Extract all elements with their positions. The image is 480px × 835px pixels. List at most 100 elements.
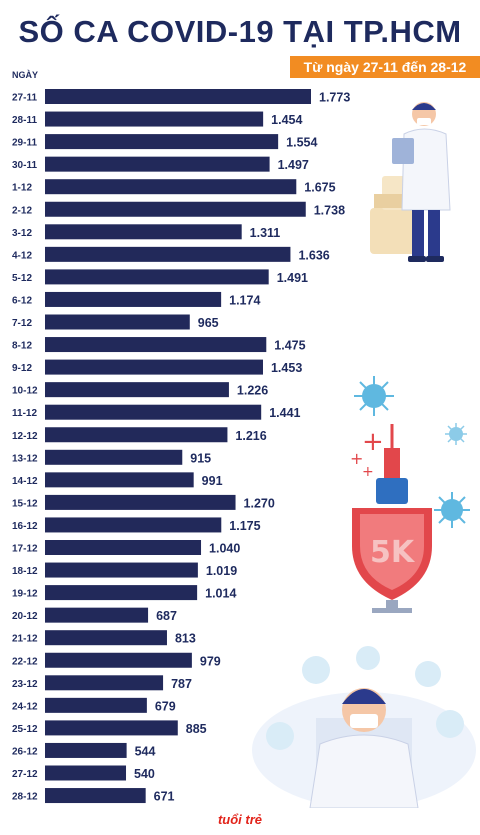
bar (45, 449, 183, 465)
page-title: SỐ CA COVID-19 TẠI TP.HCM (18, 14, 462, 49)
category-label: 24-12 (12, 701, 38, 712)
bar (45, 562, 198, 578)
svg-text:+: + (362, 464, 374, 480)
date-range-badge: Từ ngày 27-11 đến 28-12 (290, 56, 480, 78)
category-label: 5-12 (12, 273, 32, 284)
category-label: 10-12 (12, 386, 38, 397)
category-label: 27-12 (12, 769, 38, 780)
category-label: 22-12 (12, 656, 38, 667)
value-label: 540 (134, 767, 155, 781)
value-label: 1.453 (271, 361, 302, 375)
value-label: 679 (155, 699, 176, 713)
value-label: 1.773 (319, 91, 350, 105)
value-label: 1.175 (229, 519, 260, 533)
bar (45, 742, 127, 758)
category-label: 2-12 (12, 205, 32, 216)
category-label: 13-12 (12, 453, 38, 464)
bar (45, 359, 263, 375)
value-label: 1.738 (314, 203, 345, 217)
value-label: 544 (135, 744, 156, 758)
bar (45, 517, 222, 533)
category-label: 23-12 (12, 679, 38, 690)
value-label: 885 (186, 722, 207, 736)
category-label: 26-12 (12, 746, 38, 757)
category-label: 20-12 (12, 611, 38, 622)
bar (45, 404, 262, 420)
bar (45, 427, 228, 443)
value-label: 1.497 (278, 158, 309, 172)
svg-text:+: + (350, 449, 363, 468)
bar (45, 156, 270, 172)
y-axis-label: NGÀY (12, 70, 39, 80)
bar (45, 224, 242, 240)
value-label: 813 (175, 632, 196, 646)
bar (45, 720, 178, 736)
category-label: 4-12 (12, 250, 32, 261)
bar (45, 494, 236, 510)
value-label: 1.675 (304, 181, 335, 195)
bar (45, 269, 269, 285)
category-label: 14-12 (12, 476, 38, 487)
doctor-masked-illustration (252, 646, 476, 808)
bar (45, 652, 192, 668)
category-label: 12-12 (12, 431, 38, 442)
value-label: 1.554 (286, 136, 317, 150)
value-label: 965 (198, 316, 219, 330)
virus-right-icon (434, 492, 470, 528)
virus-small-icon (445, 423, 467, 445)
value-label: 1.040 (209, 542, 240, 556)
value-label: 1.014 (205, 587, 236, 601)
svg-text:+: + (362, 427, 384, 457)
bar (45, 291, 222, 307)
value-label: 1.174 (229, 293, 260, 307)
category-label: 27-11 (12, 93, 37, 104)
category-label: 30-11 (12, 160, 37, 171)
bar (45, 337, 267, 353)
bar (45, 201, 306, 217)
bar (45, 675, 164, 691)
doctor-clipboard-illustration (370, 102, 451, 262)
category-label: 8-12 (12, 341, 32, 352)
value-label: 1.216 (235, 429, 266, 443)
bar (45, 179, 297, 195)
bar (45, 697, 147, 713)
bar (45, 788, 146, 804)
bar (45, 607, 149, 623)
value-label: 1.441 (269, 406, 300, 420)
bar (45, 382, 229, 398)
bar (45, 314, 190, 330)
value-label: 1.454 (271, 113, 302, 127)
value-label: 979 (200, 654, 221, 668)
bar (45, 630, 167, 646)
category-label: 28-12 (12, 792, 38, 803)
category-label: 11-12 (12, 408, 37, 419)
bar (45, 540, 202, 555)
category-label: 21-12 (12, 634, 38, 645)
category-label: 6-12 (12, 295, 32, 306)
category-label: 7-12 (12, 318, 32, 329)
value-label: 1.475 (274, 339, 305, 353)
value-label: 1.636 (298, 248, 329, 262)
value-label: 1.311 (250, 226, 281, 240)
value-label: 787 (171, 677, 192, 691)
tuoi-tre-logo: tuổi trẻ (217, 812, 263, 827)
virus-icon (354, 376, 394, 416)
value-label: 671 (154, 790, 175, 804)
category-label: 25-12 (12, 724, 38, 735)
bar (45, 765, 127, 781)
value-label: 1.270 (244, 496, 275, 510)
value-label: 1.226 (237, 384, 268, 398)
category-label: 16-12 (12, 521, 38, 532)
value-label: 1.019 (206, 564, 237, 578)
bar (45, 585, 198, 601)
svg-text:5K: 5K (370, 535, 416, 570)
category-label: 18-12 (12, 566, 38, 577)
value-label: 991 (202, 474, 223, 488)
category-label: 19-12 (12, 589, 38, 600)
category-label: 15-12 (12, 498, 38, 509)
value-label: 1.491 (277, 271, 308, 285)
bar (45, 134, 279, 150)
vaccine-shield-5k-illustration: + + + 5K (350, 424, 432, 613)
bar (45, 111, 264, 127)
